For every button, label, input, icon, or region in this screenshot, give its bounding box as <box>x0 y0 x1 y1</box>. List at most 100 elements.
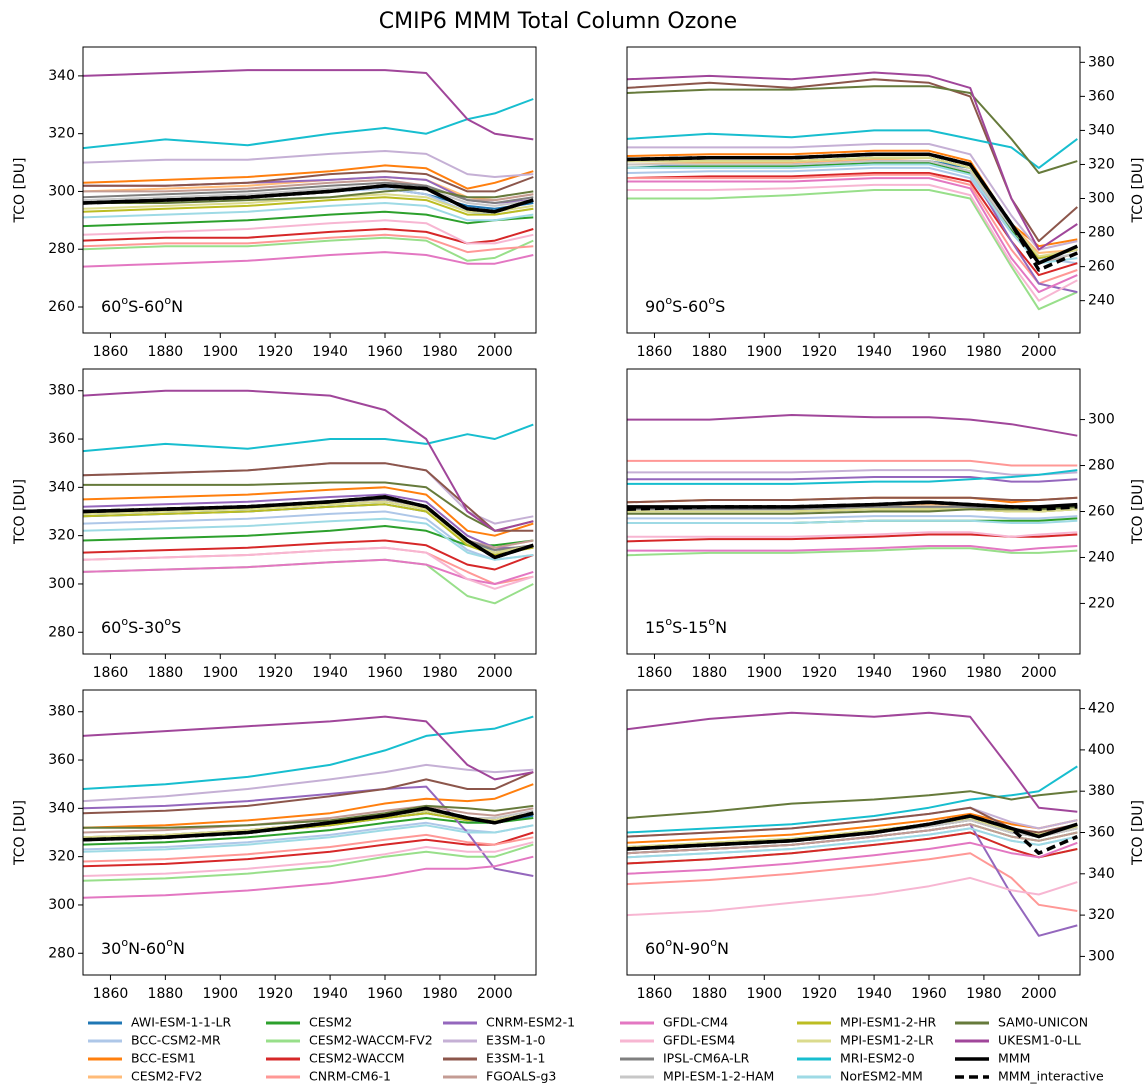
y-tick-label: 400 <box>1088 742 1115 758</box>
y-tick-label: 280 <box>48 241 75 257</box>
region-superscript: o <box>708 615 715 628</box>
series-line <box>627 476 1078 483</box>
x-tick-label: 1940 <box>856 665 892 681</box>
x-tick-label: 2000 <box>477 344 513 360</box>
series-line <box>83 804 534 829</box>
legend-label: GFDL-CM4 <box>663 1015 728 1030</box>
series-line <box>83 481 534 532</box>
x-tick-label: 1980 <box>966 665 1002 681</box>
region-text: S-30 <box>128 618 164 637</box>
y-tick-label: 320 <box>48 126 75 142</box>
region-superscript: o <box>121 936 128 949</box>
y-tick-label: 280 <box>48 945 75 961</box>
panel: 1860 1880 1900 1920 1940 1960 1980 2000 220 240 26… <box>626 368 1146 681</box>
x-tick-label: 1900 <box>746 665 782 681</box>
series-line <box>83 715 534 781</box>
series-line <box>627 469 1078 476</box>
series-line <box>627 85 1078 174</box>
series-line <box>83 841 534 877</box>
x-tick-label: 1880 <box>148 986 184 1002</box>
series-line <box>627 459 1078 467</box>
x-tick-label: 1980 <box>966 986 1002 1002</box>
region-superscript: o <box>164 615 171 628</box>
legend-label: CNRM-ESM2-1 <box>486 1015 575 1030</box>
legend-label: CESM2-FV2 <box>131 1069 203 1084</box>
region-superscript: o <box>710 936 717 949</box>
legend-label: NorESM2-MM <box>840 1069 923 1084</box>
series-line <box>627 177 1078 294</box>
series-line <box>83 783 534 829</box>
series-line <box>627 547 1078 557</box>
region-label: 90oS-60oS <box>645 294 725 316</box>
x-tick-label: 2000 <box>1021 344 1057 360</box>
x-tick-label: 1960 <box>367 665 403 681</box>
y-tick-label: 300 <box>48 183 75 199</box>
series-line <box>83 771 534 815</box>
x-tick-label: 2000 <box>477 986 513 1002</box>
series-line <box>83 178 534 202</box>
region-label: 60oS-30oS <box>101 615 181 637</box>
y-tick-label: 300 <box>1088 948 1115 964</box>
y-tick-label: 380 <box>1088 783 1115 799</box>
x-tick-label: 1980 <box>966 344 1002 360</box>
y-tick-label: 340 <box>48 68 75 84</box>
series-line <box>83 763 534 803</box>
series-line <box>83 715 534 790</box>
y-tick-label: 340 <box>48 800 75 816</box>
series-line <box>627 531 1078 538</box>
y-tick-label: 320 <box>48 528 75 544</box>
region-text: 30 <box>101 939 121 958</box>
y-tick-label: 320 <box>1088 156 1115 172</box>
region-superscript: o <box>665 615 672 628</box>
y-axis-label: TCO [DU] <box>12 479 28 545</box>
y-tick-label: 300 <box>1088 191 1115 207</box>
y-tick-label: 320 <box>1088 907 1115 923</box>
series-line <box>627 765 1078 834</box>
region-superscript: o <box>166 936 173 949</box>
plot-frame <box>82 46 537 334</box>
region-text: 90 <box>645 297 665 316</box>
x-tick-label: 1920 <box>801 665 837 681</box>
x-tick-label: 1920 <box>257 986 293 1002</box>
y-tick-label: 260 <box>48 299 75 315</box>
series-line <box>83 228 534 245</box>
legend-label: AWI-ESM-1-1-LR <box>131 1015 231 1030</box>
series-line <box>627 143 1078 251</box>
y-tick-label: 280 <box>1088 458 1115 474</box>
y-tick-label: 300 <box>48 576 75 592</box>
series-line <box>83 389 534 532</box>
y-axis-label: TCO [DU] <box>12 158 28 224</box>
x-tick-label: 1940 <box>312 344 348 360</box>
series-line <box>83 236 534 262</box>
plot-frame <box>82 368 537 655</box>
series-line <box>627 414 1078 437</box>
x-tick-label: 1980 <box>422 344 458 360</box>
series-line <box>627 78 1078 243</box>
legend-label: E3SM-1-0 <box>486 1033 546 1048</box>
series-line <box>627 172 1078 277</box>
x-tick-label: 1920 <box>801 986 837 1002</box>
series-line <box>627 519 1078 524</box>
legend-label: MMM_interactive <box>998 1069 1104 1084</box>
legend-label: FGOALS-g3 <box>486 1069 556 1084</box>
region-superscript: o <box>121 294 128 307</box>
series-line <box>83 558 534 605</box>
x-tick-label: 1940 <box>312 665 348 681</box>
series-line <box>83 181 534 204</box>
region-superscript: o <box>708 294 715 307</box>
x-tick-label: 1940 <box>312 986 348 1002</box>
series-line <box>83 196 534 216</box>
region-text: 60 <box>101 618 121 637</box>
y-tick-label: 280 <box>1088 225 1115 241</box>
region-label: 60oS-60oN <box>101 294 183 316</box>
x-tick-label: 1860 <box>637 986 673 1002</box>
legend-label: SAM0-UNICON <box>998 1015 1088 1030</box>
series-line <box>83 806 534 842</box>
series-line <box>83 187 534 204</box>
x-tick-label: 1880 <box>692 344 728 360</box>
legend-label: E3SM-1-1 <box>486 1051 546 1066</box>
legend-label: CESM2-WACCM-FV2 <box>309 1033 433 1048</box>
region-superscript: o <box>164 294 171 307</box>
x-tick-label: 1860 <box>93 986 129 1002</box>
x-tick-label: 1860 <box>93 665 129 681</box>
